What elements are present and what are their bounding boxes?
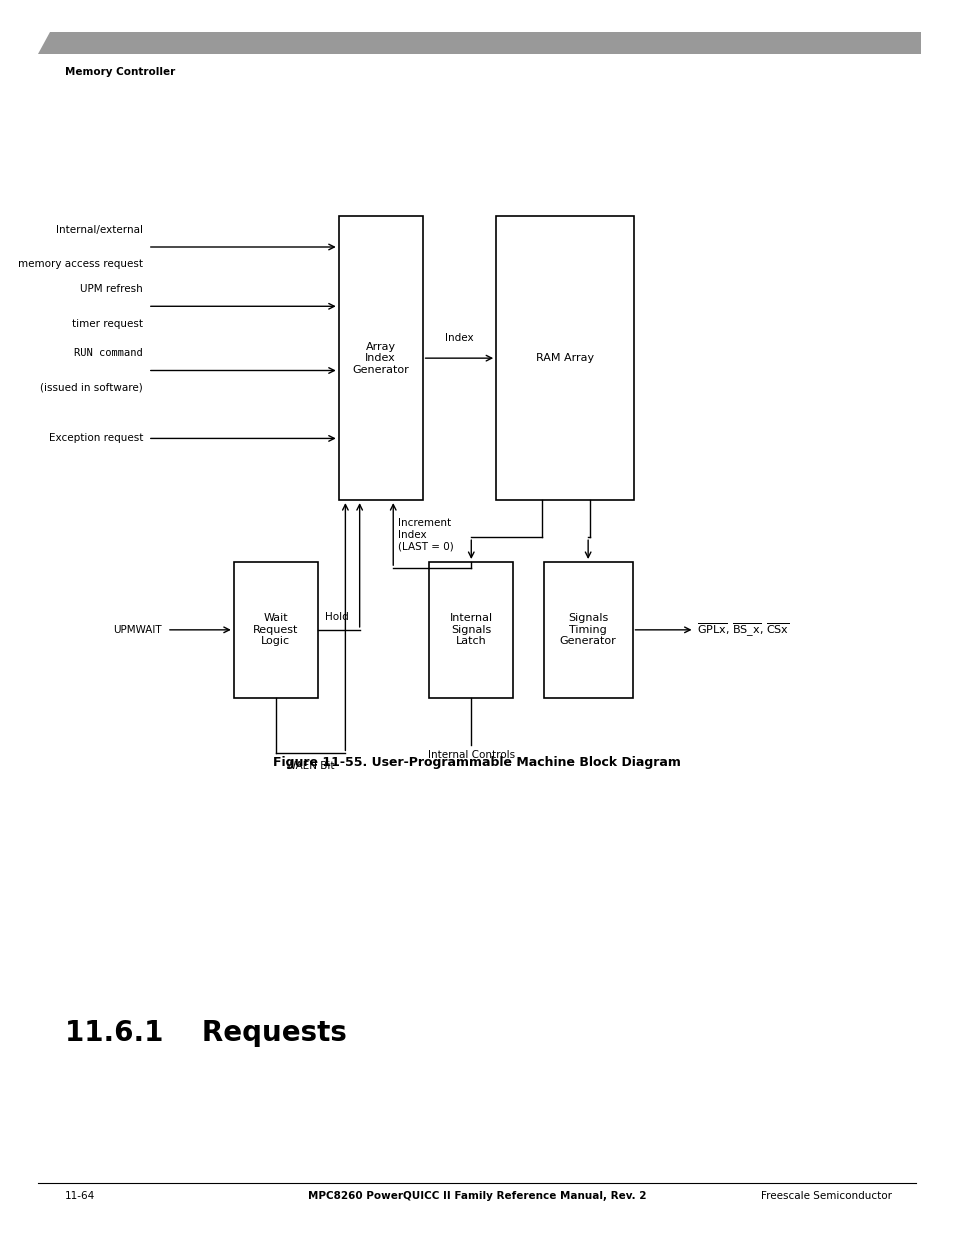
- Text: Figure 11-55. User-Programmable Machine Block Diagram: Figure 11-55. User-Programmable Machine …: [273, 756, 680, 769]
- Text: RAM Array: RAM Array: [536, 353, 594, 363]
- Text: Signals
Timing
Generator: Signals Timing Generator: [559, 614, 616, 646]
- Text: Internal Controls: Internal Controls: [427, 750, 515, 760]
- Bar: [496, 216, 634, 500]
- Text: timer request: timer request: [72, 319, 143, 329]
- Text: MPC8260 PowerQUICC II Family Reference Manual, Rev. 2: MPC8260 PowerQUICC II Family Reference M…: [308, 1191, 645, 1200]
- Text: (issued in software): (issued in software): [40, 383, 143, 393]
- Text: memory access request: memory access request: [18, 259, 143, 269]
- Text: UPMWAIT: UPMWAIT: [113, 625, 162, 635]
- Text: UPM refresh: UPM refresh: [80, 284, 143, 294]
- Text: Hold: Hold: [325, 613, 349, 622]
- Text: 11-64: 11-64: [65, 1191, 95, 1200]
- Text: Memory Controller: Memory Controller: [65, 67, 175, 77]
- Text: Internal/external: Internal/external: [56, 225, 143, 235]
- Bar: [233, 562, 317, 698]
- Text: WAEN Bit: WAEN Bit: [286, 761, 335, 771]
- Polygon shape: [38, 32, 920, 54]
- Bar: [429, 562, 513, 698]
- Text: RUN command: RUN command: [74, 348, 143, 358]
- Text: Array
Index
Generator: Array Index Generator: [352, 342, 409, 374]
- Text: Index: Index: [444, 333, 474, 343]
- Text: Increment
Index
(LAST = 0): Increment Index (LAST = 0): [397, 519, 454, 551]
- Text: Wait
Request
Logic: Wait Request Logic: [253, 614, 298, 646]
- Text: $\overline{\rm GPLx}$, $\overline{\rm BS\_x}$, $\overline{\rm CSx}$: $\overline{\rm GPLx}$, $\overline{\rm BS…: [697, 621, 789, 638]
- Text: Exception request: Exception request: [49, 433, 143, 443]
- Bar: [543, 562, 632, 698]
- Text: Freescale Semiconductor: Freescale Semiconductor: [760, 1191, 891, 1200]
- Text: Internal
Signals
Latch: Internal Signals Latch: [449, 614, 493, 646]
- Bar: [338, 216, 422, 500]
- Text: 11.6.1    Requests: 11.6.1 Requests: [65, 1019, 346, 1047]
